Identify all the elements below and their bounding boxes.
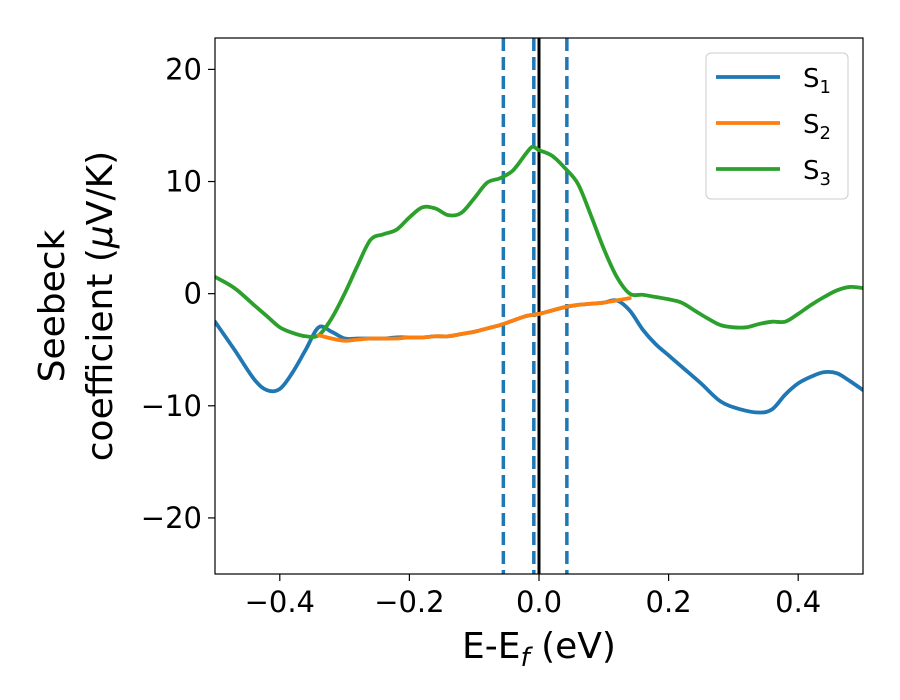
x-axis-label-main: E-E	[462, 626, 520, 667]
y-axis-label-prefix: coefficient (	[80, 248, 121, 461]
x-tick-label: 0.0	[516, 585, 562, 619]
series-lines	[215, 144, 863, 415]
legend-box	[705, 52, 849, 200]
series-line-s3	[215, 144, 863, 339]
y-tick-label: −20	[141, 501, 202, 535]
x-axis-ticks: −0.4 −0.2 0.0 0.2 0.4	[245, 574, 821, 619]
y-tick-label: −10	[141, 389, 202, 423]
y-axis-label-line1: Seebeck	[32, 229, 73, 382]
x-axis-label-unit: (eV)	[530, 626, 616, 667]
y-tick-label: 10	[165, 165, 202, 199]
y-axis-label-suffix: V/K)	[80, 151, 121, 225]
x-tick-label: 0.4	[775, 585, 821, 619]
x-axis-label: E-Ef (eV)	[462, 626, 616, 673]
y-axis-label-mu: μ	[80, 225, 121, 249]
x-tick-label: −0.4	[245, 585, 315, 619]
y-tick-label: 0	[184, 277, 202, 311]
legend: S1 S2 S3	[705, 52, 849, 200]
y-axis-ticks: −20 −10 0 10 20	[141, 52, 215, 535]
legend-label-s2: S2	[803, 110, 831, 144]
y-tick-label: 20	[165, 52, 202, 86]
x-tick-label: 0.2	[646, 585, 692, 619]
x-tick-label: −0.2	[374, 585, 444, 619]
series-line-s2	[316, 296, 632, 343]
legend-label-s3: S3	[803, 156, 831, 190]
legend-label-s1: S1	[803, 64, 831, 98]
y-axis-label-line2: coefficient (μV/K)	[80, 151, 121, 461]
